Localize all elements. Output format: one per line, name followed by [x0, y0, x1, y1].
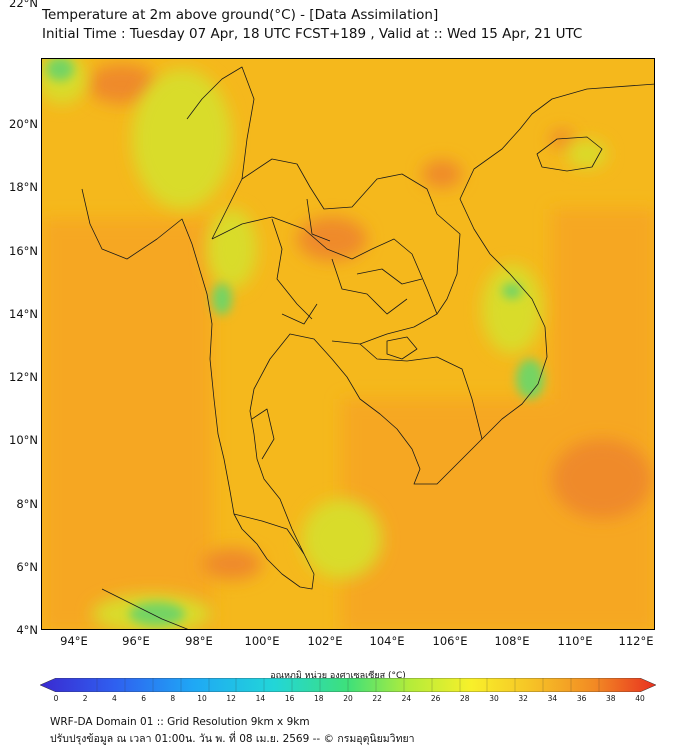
malaysia-border: [233, 513, 305, 555]
lon-label-104e: 104°E: [369, 634, 405, 648]
province-lines-2: [331, 258, 408, 315]
temperature-field: [42, 59, 654, 629]
coldest-areas: [46, 59, 544, 626]
colorbar-tick-12: 12: [226, 694, 236, 703]
model-info: WRF-DA Domain 01 :: Grid Resolution 9km …: [50, 716, 310, 728]
lat-label-10n: 10°N: [9, 433, 38, 447]
colorbar-tick-20: 20: [343, 694, 353, 703]
thailand-border: [211, 216, 438, 345]
colorbar-tick-26: 26: [430, 694, 441, 703]
lat-label-22n: 22°N: [9, 0, 38, 10]
colorbar-tick-10: 10: [197, 694, 207, 703]
colorbar-tick-6: 6: [141, 694, 146, 703]
colorbar-tick-8: 8: [170, 694, 176, 703]
update-info: ปรับปรุงข้อมูล ณ เวลา 01:00น. วัน พ. ที่…: [50, 733, 415, 745]
lat-label-18n: 18°N: [9, 180, 38, 194]
tonle-sap-lake: [386, 336, 418, 360]
lat-label-8n: 8°N: [16, 497, 38, 511]
hainan-island: [536, 136, 603, 172]
colorbar-tick-2: 2: [82, 694, 88, 703]
myanmar-border: [186, 66, 255, 240]
colorbar-tick-32: 32: [518, 694, 528, 703]
lat-label-14n: 14°N: [9, 307, 38, 321]
province-lines-1: [271, 218, 313, 320]
lon-label-98e: 98°E: [185, 634, 213, 648]
lat-label-6n: 6°N: [16, 560, 38, 574]
colorbar-tick-38: 38: [606, 694, 616, 703]
lon-label-108e: 108°E: [494, 634, 530, 648]
province-lines-5: [281, 303, 318, 325]
map-title: Temperature at 2m above ground(°C) - [Da…: [42, 7, 439, 23]
lat-label-16n: 16°N: [9, 244, 38, 258]
colorbar-divisions: [96, 678, 600, 692]
colorbar-tick-30: 30: [489, 694, 499, 703]
colorbar-tick-28: 28: [460, 694, 470, 703]
colorbar-label: อุณหภูมิ หน่วย องศาเซลเซียส (°C): [270, 671, 406, 681]
lon-label-112e: 112°E: [618, 634, 654, 648]
lon-label-110e: 110°E: [557, 634, 593, 648]
colorbar-tick-14: 14: [255, 694, 266, 703]
colorbar-tick-0: 0: [53, 694, 59, 703]
colorbar-tick-40: 40: [635, 694, 645, 703]
colorbar-tick-16: 16: [284, 694, 295, 703]
colorbar-tick-34: 34: [547, 694, 558, 703]
coastline-and-borders: [81, 66, 654, 629]
province-lines-6: [251, 408, 275, 460]
lon-label-94e: 94°E: [60, 634, 88, 648]
cambodia-border: [359, 343, 483, 440]
colorbar-tick-36: 36: [576, 694, 587, 703]
lat-label-4n: 4°N: [16, 623, 38, 637]
sumatra-coast: [101, 588, 189, 629]
lat-label-12n: 12°N: [9, 370, 38, 384]
lat-label-20n: 20°N: [9, 117, 38, 131]
lon-label-102e: 102°E: [307, 634, 343, 648]
colorbar-tick-24: 24: [401, 694, 412, 703]
lon-label-96e: 96°E: [122, 634, 150, 648]
map-subtitle: Initial Time : Tuesday 07 Apr, 18 UTC FC…: [42, 26, 583, 42]
lon-label-100e: 100°E: [244, 634, 280, 648]
temperature-map: [41, 58, 655, 630]
cool-areas: [42, 59, 607, 629]
lon-label-106e: 106°E: [432, 634, 468, 648]
mainland-coastline: [81, 83, 654, 590]
province-lines-3: [306, 198, 331, 242]
colorbar-tick-18: 18: [314, 694, 324, 703]
colorbar-tick-4: 4: [112, 694, 117, 703]
colorbar-tick-22: 22: [372, 694, 382, 703]
warm-areas: [87, 64, 652, 580]
province-lines-4: [356, 268, 423, 285]
colorbar: [40, 678, 656, 692]
laos-border: [241, 158, 461, 315]
